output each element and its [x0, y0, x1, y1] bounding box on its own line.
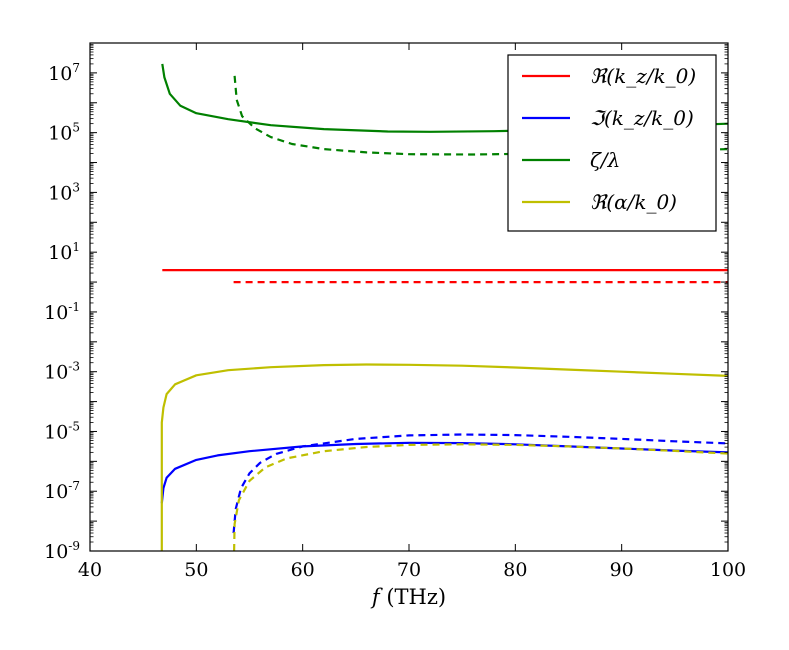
series-line-6 — [160, 363, 728, 551]
y-tick-label: 101 — [48, 240, 80, 264]
x-tick-label: 80 — [503, 559, 527, 581]
series-line-7 — [233, 443, 728, 551]
y-tick-label: 107 — [48, 61, 80, 85]
legend-label-0: ℜ(k_z/k_0) — [590, 64, 696, 88]
x-axis-label: f (THz) — [370, 585, 446, 609]
y-tick-label: 103 — [48, 180, 80, 204]
y-tick-label: 105 — [48, 121, 80, 145]
series-layer — [160, 63, 728, 551]
y-tick-label: 10-5 — [44, 419, 80, 443]
y-tick-label: 10-7 — [44, 479, 80, 503]
y-tick-label: 10-9 — [44, 539, 80, 563]
x-tick-label: 50 — [184, 559, 208, 581]
x-axis: 40 50 60 70 80 90 100 — [78, 43, 746, 581]
legend-label-3: ℜ(α/k_0) — [590, 190, 677, 214]
y-tick-label: 10-3 — [44, 360, 80, 384]
legend: ℜ(k_z/k_0) ℑ(k_z/k_0) ζ/λ ℜ(α/k_0) — [507, 54, 717, 232]
x-tick-label: 60 — [291, 559, 315, 581]
y-axis: 10-9 10-7 10-5 10-3 10-1 101 103 105 107 — [44, 42, 728, 563]
x-tick-label: 70 — [397, 559, 421, 581]
legend-label-2: ζ/λ — [590, 148, 620, 172]
x-tick-label: 100 — [710, 559, 746, 581]
series-line-3 — [232, 433, 728, 534]
y-tick-label: 10-1 — [44, 300, 80, 324]
x-tick-label: 90 — [610, 559, 634, 581]
x-tick-label: 40 — [78, 559, 102, 581]
legend-label-1: ℑ(k_z/k_0) — [590, 106, 694, 130]
